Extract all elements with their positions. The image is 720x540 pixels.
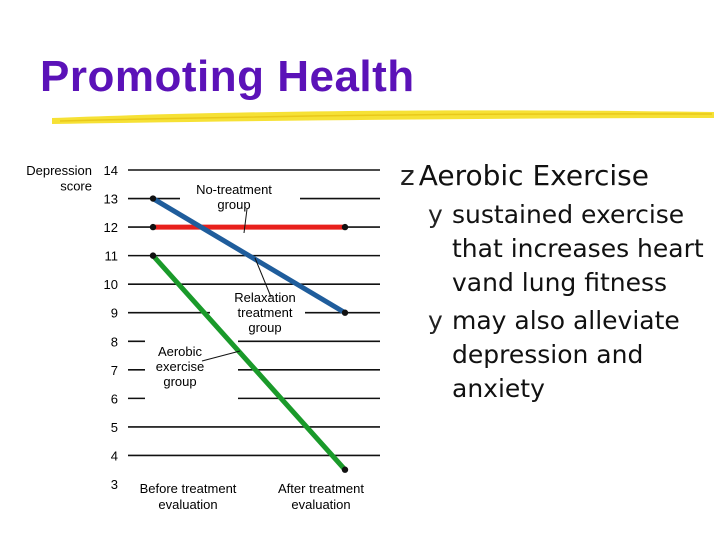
series-label: group <box>248 320 281 335</box>
y-tick-label: 14 <box>104 163 118 178</box>
series-label: group <box>217 197 250 212</box>
series-label: Relaxation <box>234 290 295 305</box>
bullet-sub-text: sustained exercise that increases heart … <box>452 200 704 297</box>
bullet-main-text: Aerobic Exercise <box>418 159 649 192</box>
series-line <box>151 253 347 472</box>
series-label: treatment <box>238 305 293 320</box>
y-tick-label: 9 <box>111 306 118 321</box>
bullet-y-icon: y <box>428 200 443 229</box>
x-category-label: After treatment <box>278 481 364 496</box>
data-point <box>341 466 349 473</box>
data-point <box>149 223 157 231</box>
x-category-label: evaluation <box>158 497 217 512</box>
series-leader-line <box>201 350 241 362</box>
data-point <box>341 223 349 231</box>
bullet-y-icon: y <box>428 306 443 335</box>
y-tick-label: 6 <box>111 391 118 406</box>
bullet-sub-text: may also alleviate depression and anxiet… <box>452 306 680 403</box>
y-tick-label: 10 <box>104 277 118 292</box>
series-leader-line <box>254 257 272 298</box>
y-tick-label: 4 <box>111 448 118 463</box>
y-tick-label: 13 <box>104 192 118 207</box>
series-label: group <box>163 374 196 389</box>
y-tick-label: 3 <box>111 477 118 492</box>
y-tick-label: 5 <box>111 420 118 435</box>
series-label: exercise <box>156 359 204 374</box>
x-category-label: evaluation <box>291 497 350 512</box>
data-point <box>149 252 157 259</box>
y-axis-label-line2: score <box>60 179 92 194</box>
y-tick-label: 8 <box>111 334 118 349</box>
bullet-sub-1: y sustained exercise that increases hear… <box>428 198 715 300</box>
bullet-main: z Aerobic Exercise <box>400 158 715 194</box>
y-tick-label: 12 <box>104 220 118 235</box>
bullet-sub-2: y may also alleviate depression and anxi… <box>428 304 715 406</box>
bullet-z-icon: z <box>400 159 415 192</box>
data-point <box>341 309 349 316</box>
slide-title: Promoting Health <box>40 52 415 101</box>
series-leader-line <box>243 208 248 234</box>
y-axis-label-line1: Depression <box>26 163 92 178</box>
x-category-label: Before treatment <box>140 481 237 496</box>
data-point <box>149 195 157 202</box>
series-line <box>151 196 347 315</box>
y-tick-label: 11 <box>105 249 119 264</box>
y-tick-label: 7 <box>111 363 118 378</box>
bullet-list: z Aerobic Exercise y sustained exercise t… <box>400 158 715 406</box>
series-label: No-treatment <box>196 182 272 197</box>
series-label: Aerobic <box>158 344 203 359</box>
